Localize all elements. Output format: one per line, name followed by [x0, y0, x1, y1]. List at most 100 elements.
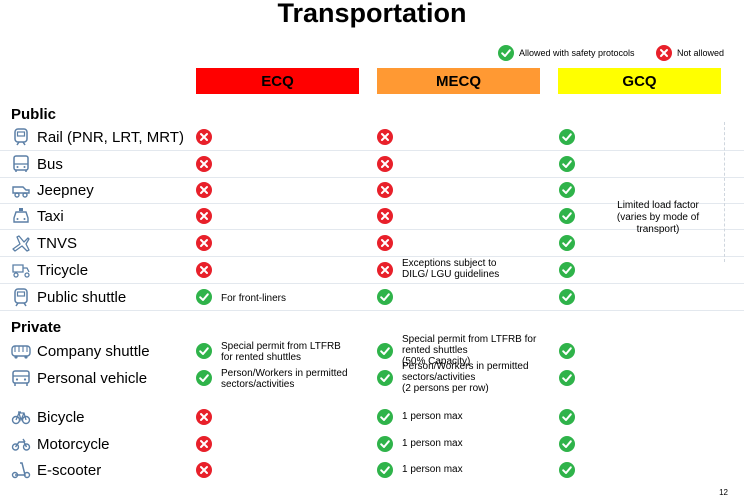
- row-label-text: Company shuttle: [37, 342, 150, 360]
- check-icon: [196, 370, 212, 386]
- check-icon: [377, 409, 393, 425]
- check-icon: [559, 409, 575, 425]
- gcq-note: Limited load factor (varies by mode of t…: [616, 200, 700, 235]
- check-icon: [559, 436, 575, 452]
- row-divider: [0, 310, 744, 311]
- bicycle-icon: [11, 407, 31, 427]
- cross-icon: [196, 208, 212, 224]
- ecq-note: Person/Workers in permitted sectors/acti…: [221, 368, 348, 390]
- column-header-ecq: ECQ: [196, 68, 359, 94]
- row-label-text: Bicycle: [37, 408, 85, 426]
- row-label-text: Public shuttle: [37, 288, 127, 306]
- cross-icon: [377, 182, 393, 198]
- check-icon: [196, 289, 212, 305]
- check-icon: [559, 262, 575, 278]
- bus-icon: [11, 154, 31, 174]
- jeepney-icon: [11, 180, 31, 200]
- company-bus-icon: [11, 341, 31, 361]
- cross-icon: [196, 409, 212, 425]
- check-icon: [559, 129, 575, 145]
- check-icon: [559, 182, 575, 198]
- mecq-note: 1 person max: [402, 437, 463, 449]
- gcq-bracket: [724, 122, 726, 262]
- check-icon: [377, 436, 393, 452]
- check-icon: [377, 370, 393, 386]
- legend-not-allowed-label: Not allowed: [677, 48, 725, 58]
- section-public: Public: [11, 106, 57, 123]
- row-divider: [0, 229, 744, 230]
- section-private: Private: [11, 319, 62, 336]
- check-icon: [559, 235, 575, 251]
- row-label-1: Bus: [11, 154, 63, 174]
- row-label-text: Rail (PNR, LRT, MRT): [37, 128, 184, 146]
- row-label-text: Personal vehicle: [37, 369, 148, 387]
- row-divider: [0, 256, 744, 257]
- cross-icon: [377, 208, 393, 224]
- check-icon: [377, 289, 393, 305]
- row-divider: [0, 203, 744, 204]
- train-icon: [11, 127, 31, 147]
- row-divider: [0, 150, 744, 151]
- row-label-4: TNVS: [11, 233, 77, 253]
- cross-icon: [196, 436, 212, 452]
- mecq-note: Exceptions subject to DILG/ LGU guidelin…: [402, 258, 500, 280]
- cross-icon: [656, 45, 672, 61]
- cross-icon: [196, 262, 212, 278]
- ecq-note: For front-liners: [221, 292, 287, 304]
- row-label-text: Motorcycle: [37, 435, 110, 453]
- check-icon: [559, 289, 575, 305]
- check-icon: [559, 462, 575, 478]
- page-title: Transportation: [277, 0, 467, 28]
- row-label-text: Jeepney: [37, 181, 94, 199]
- row-label-text: TNVS: [37, 234, 78, 252]
- cross-icon: [377, 129, 393, 145]
- check-icon: [377, 343, 393, 359]
- row-divider: [0, 283, 744, 284]
- check-icon: [559, 370, 575, 386]
- mecq-note: Special permit from LTFRB for rented shu…: [402, 333, 537, 367]
- row-label-7: Company shuttle: [11, 341, 150, 361]
- cross-icon: [377, 235, 393, 251]
- check-icon: [196, 343, 212, 359]
- legend-allowed-label: Allowed with safety protocols: [519, 48, 635, 58]
- cross-icon: [196, 156, 212, 172]
- row-label-text: Taxi: [37, 207, 64, 225]
- legend-not-allowed: Not allowed: [656, 45, 724, 61]
- row-label-2: Jeepney: [11, 180, 94, 200]
- row-label-text: E-scooter: [37, 461, 102, 479]
- row-label-8: Personal vehicle: [11, 368, 147, 388]
- check-icon: [559, 156, 575, 172]
- car-icon: [11, 368, 31, 388]
- column-header-mecq: MECQ: [377, 68, 540, 94]
- cross-icon: [196, 235, 212, 251]
- row-label-11: E-scooter: [11, 460, 101, 480]
- row-label-6: Public shuttle: [11, 287, 126, 307]
- cross-icon: [196, 182, 212, 198]
- row-label-0: Rail (PNR, LRT, MRT): [11, 127, 184, 147]
- row-label-text: Tricycle: [37, 261, 89, 279]
- scooter-icon: [11, 460, 31, 480]
- check-icon: [498, 45, 514, 61]
- shuttle-icon: [11, 287, 31, 307]
- plane-icon: [11, 233, 31, 253]
- row-label-9: Bicycle: [11, 407, 85, 427]
- ecq-note: Special permit from LTFRB for rented shu…: [221, 341, 341, 363]
- row-label-text: Bus: [37, 155, 63, 173]
- row-label-5: Tricycle: [11, 260, 88, 280]
- tricycle-icon: [11, 260, 31, 280]
- mecq-note: 1 person max: [402, 463, 463, 475]
- row-divider: [0, 177, 744, 178]
- cross-icon: [196, 129, 212, 145]
- check-icon: [559, 343, 575, 359]
- mecq-note: 1 person max: [402, 410, 463, 422]
- page-number: 12: [719, 488, 728, 497]
- motorcycle-icon: [11, 434, 31, 454]
- check-icon: [377, 462, 393, 478]
- cross-icon: [377, 156, 393, 172]
- check-icon: [559, 208, 575, 224]
- legend-allowed: Allowed with safety protocols: [498, 45, 635, 61]
- cross-icon: [377, 262, 393, 278]
- column-header-gcq: GCQ: [558, 68, 721, 94]
- row-label-10: Motorcycle: [11, 434, 110, 454]
- taxi-icon: [11, 206, 31, 226]
